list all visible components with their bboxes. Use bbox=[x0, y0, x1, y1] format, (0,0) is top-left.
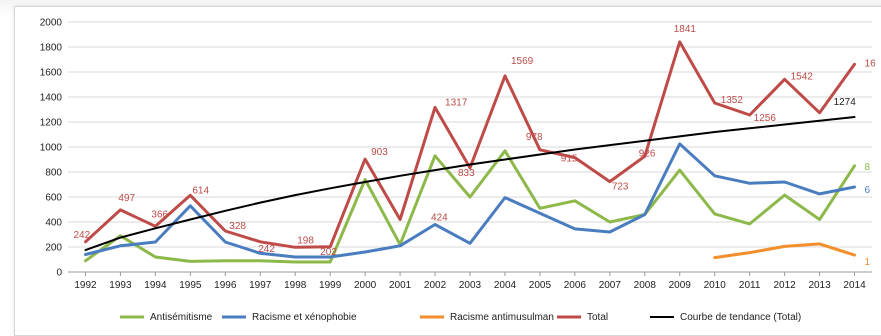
y-tick-label: 1800 bbox=[40, 43, 63, 54]
data-label: 723 bbox=[612, 182, 629, 193]
data-label: 915 bbox=[561, 154, 578, 165]
x-tick-label: 2004 bbox=[494, 280, 517, 291]
x-tick-label: 1994 bbox=[144, 280, 167, 291]
data-label: 1 bbox=[865, 257, 871, 268]
data-label: 202 bbox=[320, 247, 337, 258]
data-label: 1274 bbox=[834, 97, 857, 108]
x-tick-label: 2005 bbox=[529, 280, 552, 291]
y-tick-label: 800 bbox=[45, 168, 62, 179]
x-tick-label: 2002 bbox=[424, 280, 447, 291]
y-tick-label: 0 bbox=[56, 268, 62, 279]
x-tick-label: 2006 bbox=[564, 280, 587, 291]
series-line-courbe-de-tendance-total bbox=[84, 116, 856, 252]
legend-label: Racisme antimusulman bbox=[450, 312, 554, 323]
x-tick-label: 2009 bbox=[669, 280, 692, 291]
y-tick-label: 1200 bbox=[40, 118, 63, 129]
x-tick-label: 2012 bbox=[773, 280, 796, 291]
x-tick-label: 1995 bbox=[179, 280, 202, 291]
x-tick-label: 2010 bbox=[704, 280, 727, 291]
legend-label: Racisme et xénophobie bbox=[252, 312, 357, 323]
x-axis: 1992 1993 1994 1995 1996 1997 1998 1999 2000 2001… bbox=[74, 272, 866, 291]
legend: Antisémitisme Racisme et xénophobie Racism… bbox=[120, 312, 801, 323]
x-tick-label: 2013 bbox=[808, 280, 831, 291]
x-tick-label: 1998 bbox=[284, 280, 307, 291]
legend-label: Total bbox=[587, 312, 608, 323]
data-label: 366 bbox=[151, 209, 168, 220]
data-label: 8 bbox=[865, 162, 871, 173]
data-label: 1569 bbox=[511, 56, 534, 67]
grid bbox=[68, 21, 872, 273]
legend-label: Courbe de tendance (Total) bbox=[680, 312, 801, 323]
series-line-racisme-et-xenophobie bbox=[84, 142, 856, 259]
y-axis: 0 200 400 600 800 1000 1200 1400 1600 1800 2000 bbox=[40, 18, 63, 279]
data-label: 16 bbox=[865, 58, 877, 69]
x-tick-label: 2011 bbox=[739, 280, 761, 291]
y-tick-label: 400 bbox=[45, 218, 62, 229]
data-label: 1256 bbox=[754, 113, 777, 124]
series-line-total bbox=[84, 40, 856, 249]
data-label: 242 bbox=[73, 230, 90, 241]
x-tick-label: 1997 bbox=[249, 280, 272, 291]
x-tick-label: 1996 bbox=[214, 280, 237, 291]
y-tick-label: 1600 bbox=[40, 68, 63, 79]
y-tick-label: 600 bbox=[45, 193, 62, 204]
data-label: 198 bbox=[297, 235, 314, 246]
data-label: 1317 bbox=[445, 97, 468, 108]
data-label: 1542 bbox=[791, 71, 814, 82]
data-label: 497 bbox=[118, 193, 135, 204]
x-tick-label: 2003 bbox=[459, 280, 482, 291]
data-label: 833 bbox=[458, 168, 475, 179]
data-label: 1841 bbox=[674, 24, 697, 35]
legend-label: Antisémitisme bbox=[150, 312, 213, 323]
data-label: 903 bbox=[371, 147, 388, 158]
data-label: 242 bbox=[258, 244, 275, 255]
data-label: 926 bbox=[639, 148, 656, 159]
series-line-racisme-antimusulman bbox=[713, 242, 856, 260]
y-tick-label: 1400 bbox=[40, 93, 63, 104]
x-tick-label: 2008 bbox=[634, 280, 657, 291]
data-label: 1352 bbox=[721, 95, 744, 106]
y-tick-label: 2000 bbox=[40, 18, 63, 29]
y-tick-label: 1000 bbox=[40, 143, 63, 154]
series-line-antisemitisme bbox=[84, 149, 856, 264]
data-labels: 242 497 366 614 328 242 198 202 903 424 1317 833 156… bbox=[73, 24, 876, 268]
series-lines bbox=[84, 40, 856, 264]
x-tick-label: 1992 bbox=[74, 280, 97, 291]
x-tick-label: 1993 bbox=[109, 280, 132, 291]
x-tick-label: 2000 bbox=[354, 280, 377, 291]
data-label: 614 bbox=[192, 185, 209, 196]
data-label: 978 bbox=[526, 132, 543, 143]
data-label: 328 bbox=[229, 221, 246, 232]
x-tick-label: 2014 bbox=[843, 280, 866, 291]
data-label: 424 bbox=[431, 213, 448, 224]
x-tick-label: 1999 bbox=[319, 280, 342, 291]
x-tick-label: 2001 bbox=[389, 280, 412, 291]
data-label: 6 bbox=[865, 185, 871, 196]
x-tick-label: 2007 bbox=[599, 280, 622, 291]
y-tick-label: 200 bbox=[45, 243, 62, 254]
